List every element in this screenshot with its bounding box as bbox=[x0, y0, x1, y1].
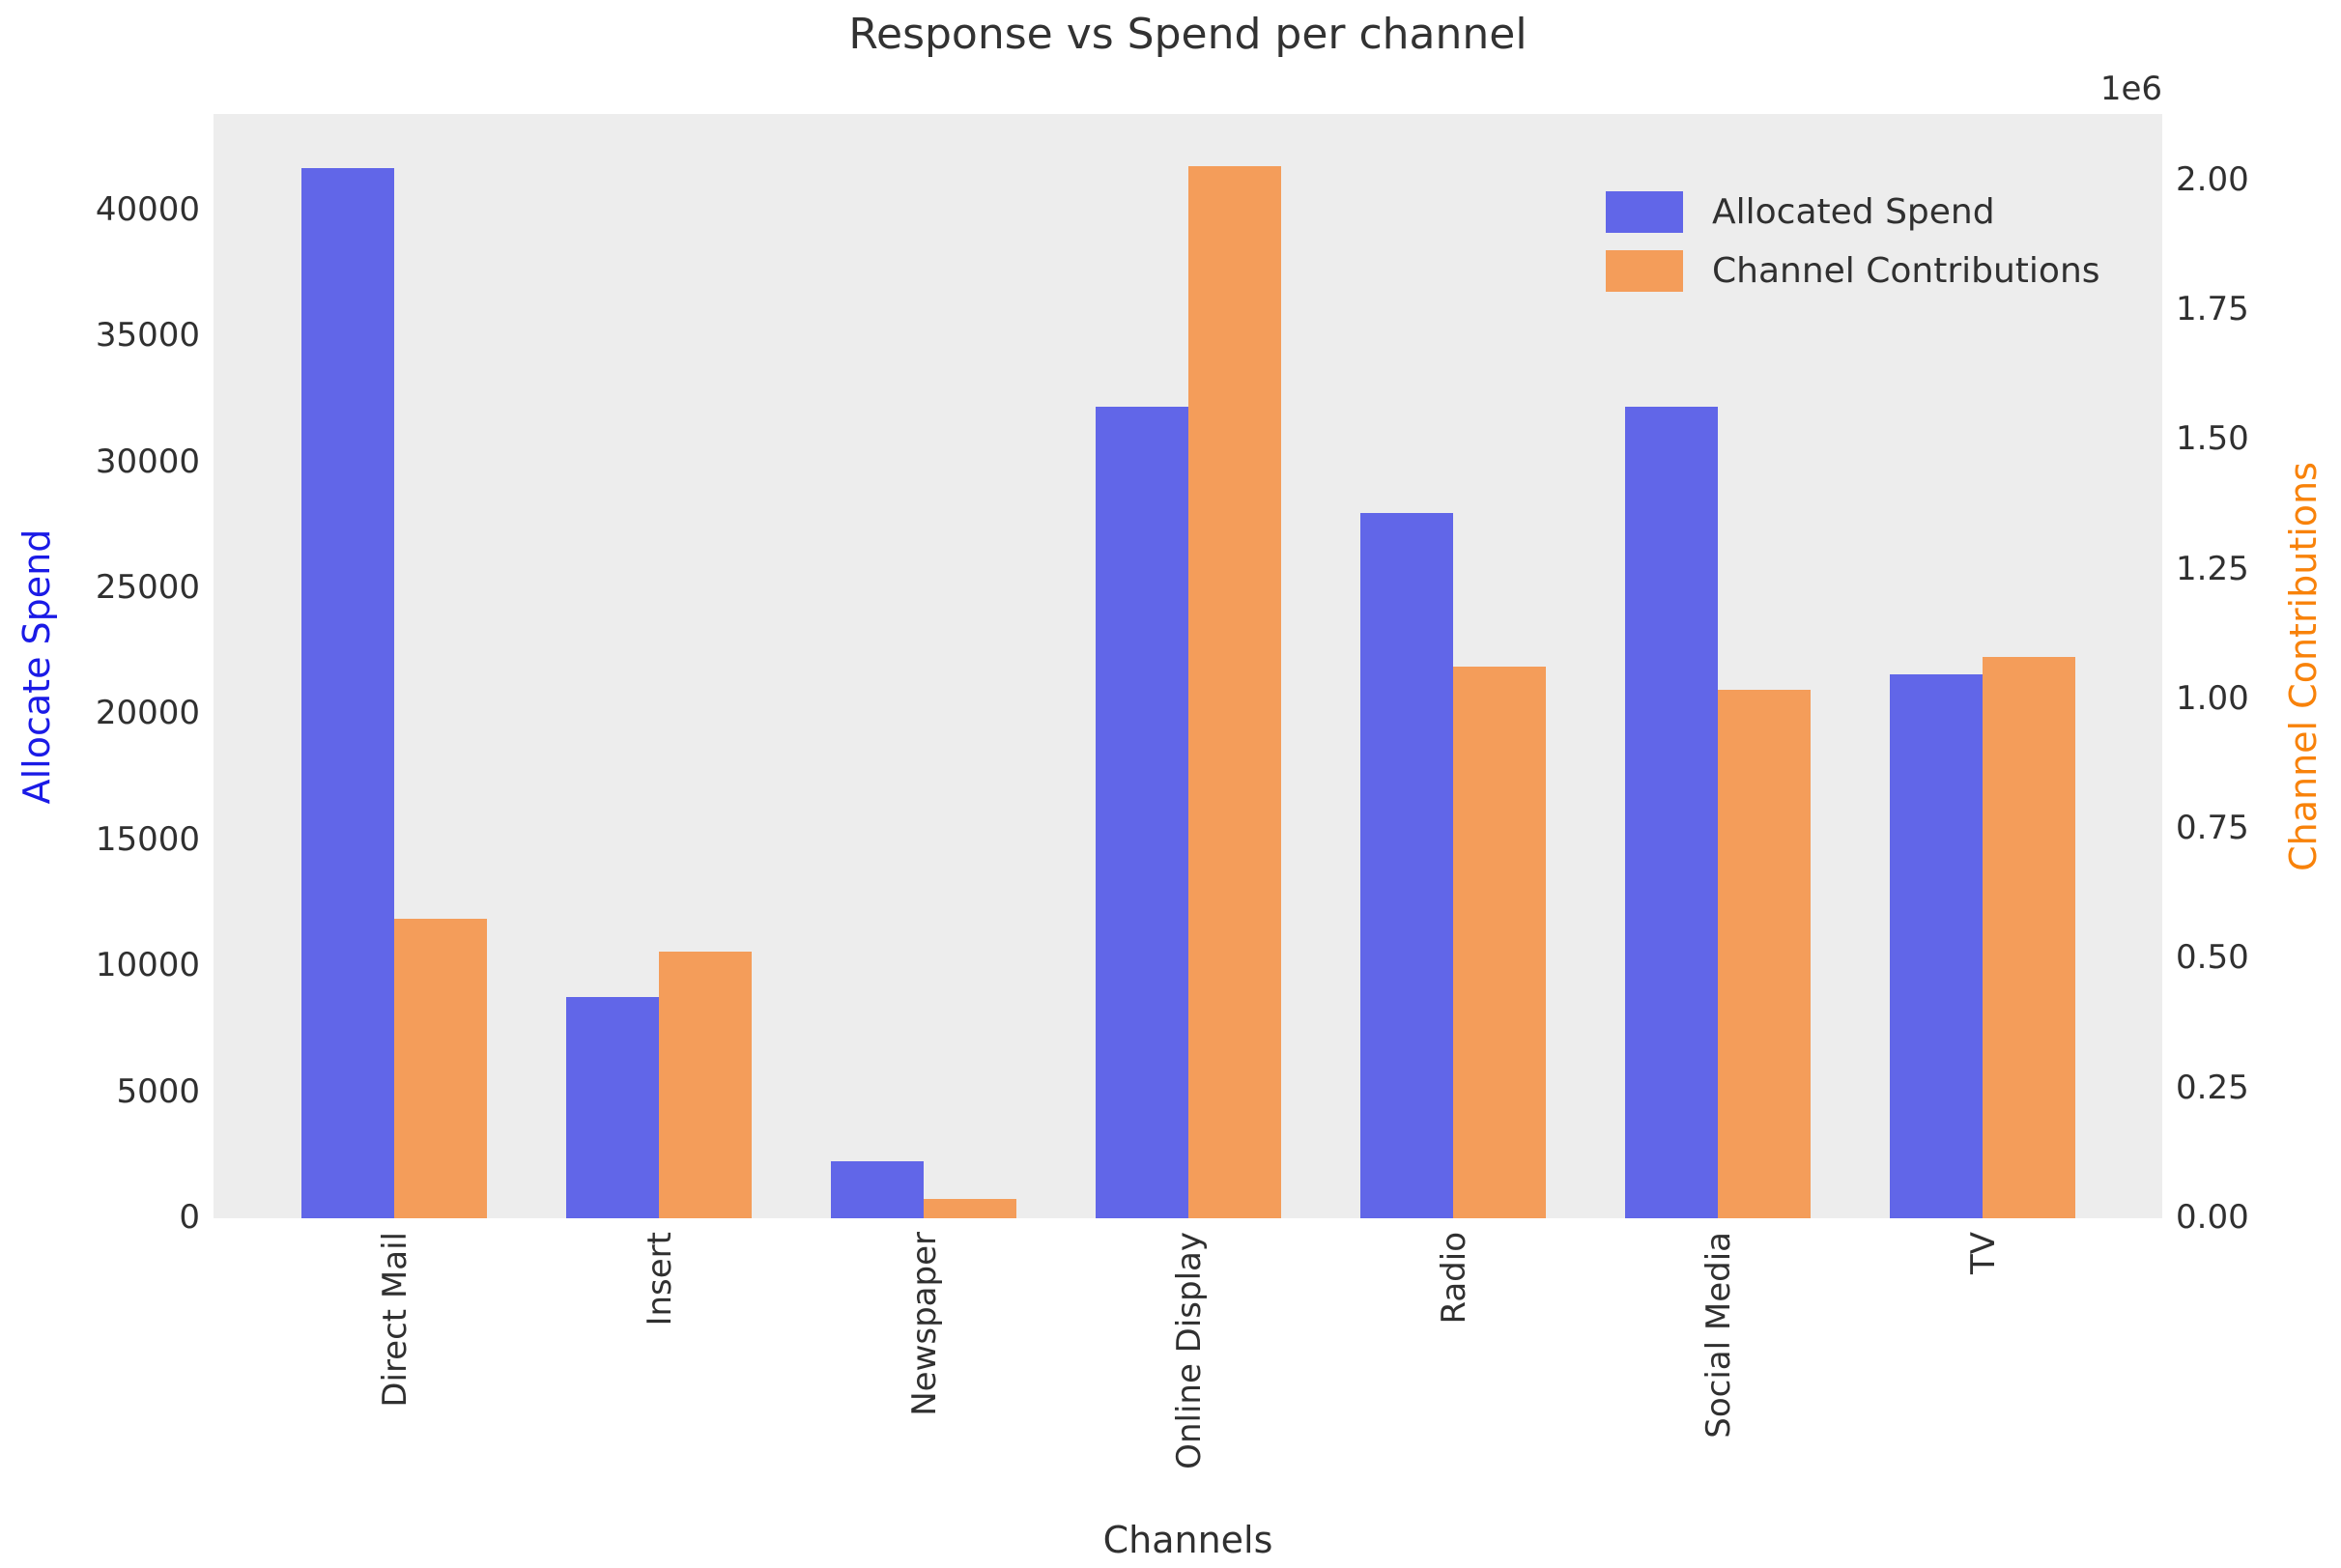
chart-title: Response vs Spend per channel bbox=[848, 10, 1527, 59]
y-tick-label-right: 1.75 bbox=[2176, 290, 2249, 329]
x-tick-label: Social Media bbox=[1699, 1232, 1738, 1439]
y-tick-label-left: 25000 bbox=[95, 568, 200, 608]
x-tick-label: Radio bbox=[1435, 1232, 1473, 1325]
axis-offset-text: 1e6 bbox=[2099, 70, 2162, 108]
legend-swatch-allocated-spend bbox=[1606, 191, 1683, 233]
bar-allocated-spend bbox=[301, 167, 394, 1218]
bar-channel-contributions bbox=[394, 919, 487, 1218]
y-tick-label-right: 2.00 bbox=[2176, 159, 2249, 199]
bar-channel-contributions bbox=[1983, 656, 2075, 1218]
bar-channel-contributions bbox=[924, 1199, 1016, 1218]
y-tick-label-right: 0.25 bbox=[2176, 1068, 2249, 1107]
y-tick-label-left: 35000 bbox=[95, 316, 200, 356]
bar-allocated-spend bbox=[1096, 407, 1188, 1218]
y-tick-label-right: 0.50 bbox=[2176, 938, 2249, 978]
y-tick-label-left: 10000 bbox=[95, 946, 200, 985]
x-tick-label: Online Display bbox=[1170, 1232, 1209, 1469]
x-tick-label: TV bbox=[1964, 1232, 2003, 1275]
legend-item-channel-contributions: Channel Contributions bbox=[1606, 250, 2100, 292]
y-tick-label-right: 0.75 bbox=[2176, 809, 2249, 848]
y-tick-label-right: 0.00 bbox=[2176, 1198, 2249, 1238]
bar-allocated-spend bbox=[1890, 673, 1983, 1218]
bar-channel-contributions bbox=[1188, 165, 1281, 1218]
y-tick-label-right: 1.00 bbox=[2176, 679, 2249, 719]
x-tick-label: Insert bbox=[641, 1232, 679, 1326]
legend-label-allocated-spend: Allocated Spend bbox=[1712, 192, 1995, 232]
legend-swatch-channel-contributions bbox=[1606, 250, 1683, 292]
bar-channel-contributions bbox=[659, 951, 752, 1218]
bar-allocated-spend bbox=[566, 996, 659, 1218]
y-tick-label-left: 5000 bbox=[116, 1071, 200, 1111]
bar-channel-contributions bbox=[1453, 667, 1546, 1218]
y-tick-label-left: 30000 bbox=[95, 442, 200, 481]
plot-area bbox=[214, 114, 2162, 1218]
legend: Allocated Spend Channel Contributions bbox=[1606, 191, 2100, 292]
x-tick-label: Direct Mail bbox=[376, 1232, 414, 1408]
y-tick-label-left: 40000 bbox=[95, 190, 200, 230]
bar-channel-contributions bbox=[1718, 689, 1811, 1218]
y-tick-label-left: 15000 bbox=[95, 819, 200, 859]
bar-allocated-spend bbox=[1360, 512, 1453, 1218]
bar-allocated-spend bbox=[1625, 407, 1718, 1218]
legend-label-channel-contributions: Channel Contributions bbox=[1712, 251, 2100, 291]
y-tick-label-left: 20000 bbox=[95, 694, 200, 733]
y-tick-label-left: 0 bbox=[179, 1198, 200, 1238]
x-axis-label: Channels bbox=[1102, 1519, 1273, 1561]
y-tick-label-right: 1.50 bbox=[2176, 419, 2249, 459]
legend-item-allocated-spend: Allocated Spend bbox=[1606, 191, 2100, 233]
y-tick-label-right: 1.25 bbox=[2176, 549, 2249, 588]
bar-allocated-spend bbox=[831, 1161, 924, 1218]
x-tick-label: Newspaper bbox=[905, 1232, 944, 1416]
